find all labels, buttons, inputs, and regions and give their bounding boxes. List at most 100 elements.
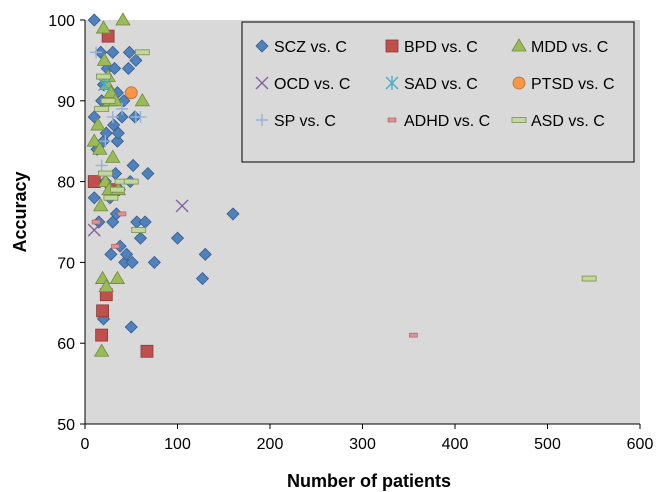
data-point <box>126 158 140 173</box>
data-point <box>109 270 126 284</box>
series-ocd <box>87 199 189 237</box>
data-point <box>170 231 185 245</box>
data-point <box>117 211 127 217</box>
y-tick-label: 60 <box>57 336 75 353</box>
data-point <box>93 343 110 357</box>
series-sad <box>97 77 111 92</box>
data-point <box>87 13 101 27</box>
x-tick-label: 500 <box>534 436 561 453</box>
data-point <box>115 110 129 124</box>
legend-marker <box>387 117 397 123</box>
legend-marker <box>512 76 526 90</box>
y-tick-label: 70 <box>57 255 75 272</box>
data-point <box>106 45 120 59</box>
data-point <box>97 77 111 92</box>
data-point <box>195 271 210 286</box>
legend-label: SCZ vs. C <box>274 39 347 56</box>
legend-label: OCD vs. C <box>274 76 350 93</box>
data-point <box>131 227 147 233</box>
data-point <box>125 255 139 269</box>
legend-label: MDD vs. C <box>531 39 608 56</box>
data-point <box>87 223 101 237</box>
data-point <box>98 278 114 293</box>
data-point <box>124 320 138 334</box>
data-point <box>134 93 151 107</box>
data-point <box>134 49 150 56</box>
legend-label: ADHD vs. C <box>404 113 490 130</box>
x-tick-label: 200 <box>257 436 284 453</box>
data-point <box>124 86 138 100</box>
x-tick-label: 100 <box>164 436 191 453</box>
x-axis-ticks: 0 100 200 300 400 500 600 <box>81 424 654 453</box>
legend-label: BPD vs. C <box>404 39 478 56</box>
data-point <box>94 105 110 112</box>
legend-marker <box>511 38 527 52</box>
legend-marker <box>255 39 269 53</box>
data-point <box>120 247 134 261</box>
data-point <box>95 159 108 172</box>
legend-marker <box>511 117 527 123</box>
data-point <box>141 166 155 181</box>
data-point <box>115 12 131 26</box>
y-tick-label: 50 <box>57 417 75 434</box>
data-point <box>96 73 111 80</box>
data-point <box>111 126 125 140</box>
data-point <box>90 117 106 131</box>
data-point <box>134 110 147 123</box>
data-point <box>103 84 119 99</box>
data-point <box>147 255 161 269</box>
data-point <box>97 170 113 177</box>
y-tick-label: 100 <box>48 13 75 30</box>
data-point <box>107 118 121 132</box>
data-point <box>122 45 136 59</box>
data-point <box>110 134 124 148</box>
data-point <box>133 231 148 245</box>
legend-marker <box>385 39 399 53</box>
data-point <box>104 247 118 261</box>
legend-marker <box>256 114 268 126</box>
legend: SCZ vs. C BPD vs. C MDD vs. C OCD vs. C SAD … <box>241 21 635 163</box>
data-point <box>123 178 139 185</box>
data-point <box>92 141 108 155</box>
x-tick-label: 300 <box>349 436 376 453</box>
data-point <box>198 247 212 261</box>
x-tick-label: 400 <box>442 436 469 453</box>
legend-label: ASD vs. C <box>531 113 605 130</box>
data-point <box>103 194 119 201</box>
legend-label: SP vs. C <box>274 113 336 130</box>
data-point <box>109 186 125 193</box>
data-point <box>91 219 101 225</box>
data-point <box>99 126 113 140</box>
series-bpd <box>87 29 154 358</box>
series-sp <box>90 46 147 172</box>
data-point <box>121 61 136 76</box>
data-point <box>87 175 101 189</box>
data-point <box>175 199 189 213</box>
series-asd <box>94 49 597 282</box>
x-axis-title: Number of patients <box>287 471 451 491</box>
legend-label: SAD vs. C <box>404 76 478 93</box>
x-tick-label: 600 <box>627 436 654 453</box>
data-point <box>90 46 103 59</box>
y-axis-ticks: 50 60 70 80 90 100 <box>48 13 85 434</box>
data-point <box>86 133 102 147</box>
data-point <box>409 332 418 338</box>
series-ptsd <box>124 86 138 100</box>
data-point <box>93 198 109 212</box>
data-point <box>581 275 597 282</box>
data-point <box>226 207 240 221</box>
legend-label: PTSD vs. C <box>531 76 615 93</box>
series-mdd <box>86 12 151 357</box>
data-point <box>96 304 109 318</box>
data-points <box>86 12 597 358</box>
data-point <box>106 110 119 123</box>
legend-marker <box>255 76 269 90</box>
data-point <box>96 52 113 66</box>
data-point <box>105 149 121 163</box>
y-tick-label: 90 <box>57 94 75 111</box>
data-point <box>99 135 112 148</box>
data-point <box>116 102 128 115</box>
legend-box <box>241 21 635 163</box>
data-point <box>111 243 120 249</box>
